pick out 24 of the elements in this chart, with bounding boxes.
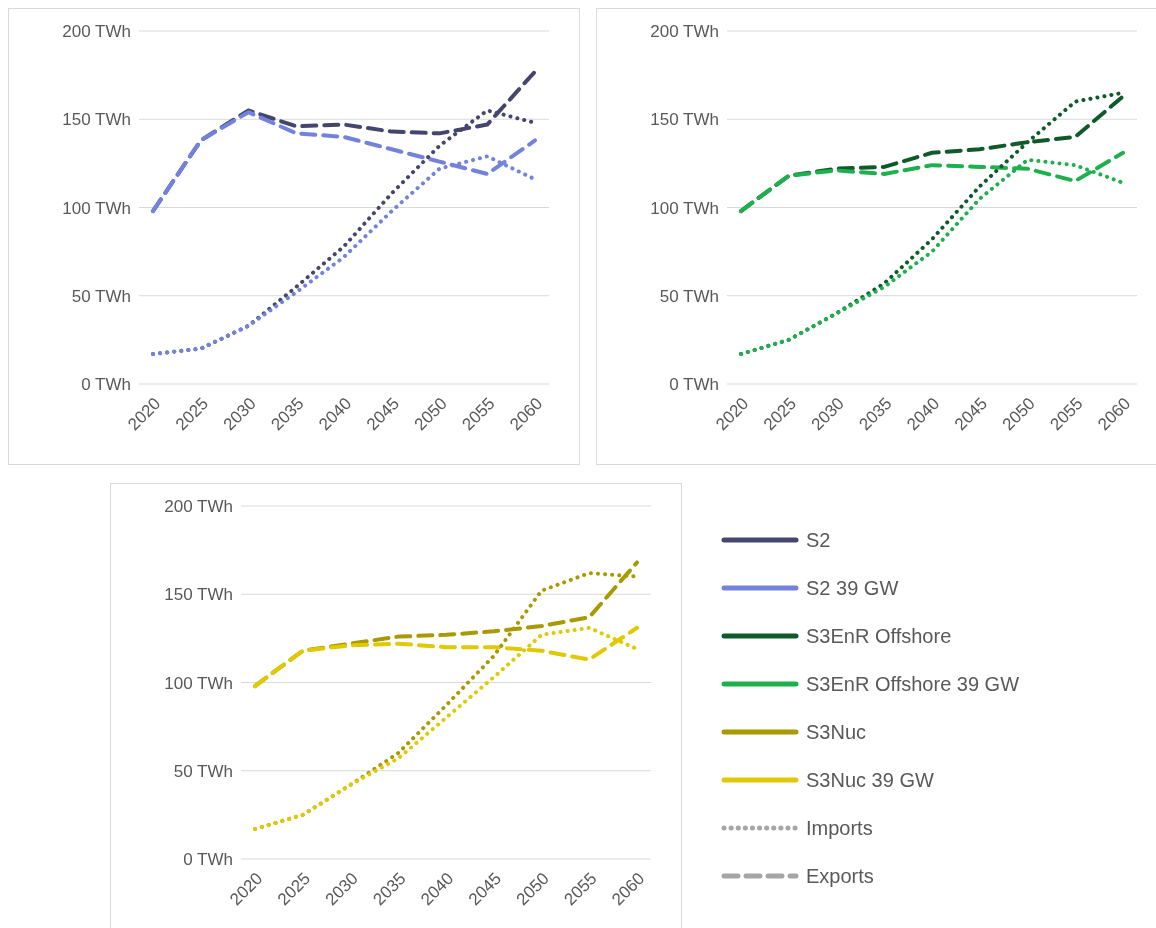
y-tick-label: 100 TWh <box>62 198 131 218</box>
y-tick-label: 200 TWh <box>62 22 131 42</box>
legend-label: S3Nuc 39 GW <box>806 768 934 792</box>
y-tick-label: 50 TWh <box>173 761 233 781</box>
y-tick-label: 150 TWh <box>164 585 233 605</box>
legend-label: S2 39 GW <box>806 576 899 600</box>
text: Exports <box>806 864 874 888</box>
y-tick-label: 150 TWh <box>650 110 719 130</box>
y-tick-label: 100 TWh <box>164 673 233 693</box>
y-tick-label: 50 TWh <box>659 286 719 306</box>
y-tick-label: 200 TWh <box>164 497 233 517</box>
y-tick-label: 0 TWh <box>669 375 719 395</box>
y-tick-label: 0 TWh <box>81 375 131 395</box>
legend-label: S2 <box>806 528 831 552</box>
legend-label: S3Nuc <box>806 720 867 744</box>
legend-label: S3EnR Offshore 39 GW <box>806 672 1020 696</box>
y-tick-label: 150 TWh <box>62 110 131 130</box>
y-tick-label: 100 TWh <box>650 198 719 218</box>
text: Imports <box>806 816 873 840</box>
y-tick-label: 200 TWh <box>650 22 719 42</box>
y-tick-label: 0 TWh <box>183 850 233 870</box>
legend-label: S3EnR Offshore <box>806 624 952 648</box>
y-tick-label: 50 TWh <box>71 286 131 306</box>
line-series <box>253 625 639 831</box>
